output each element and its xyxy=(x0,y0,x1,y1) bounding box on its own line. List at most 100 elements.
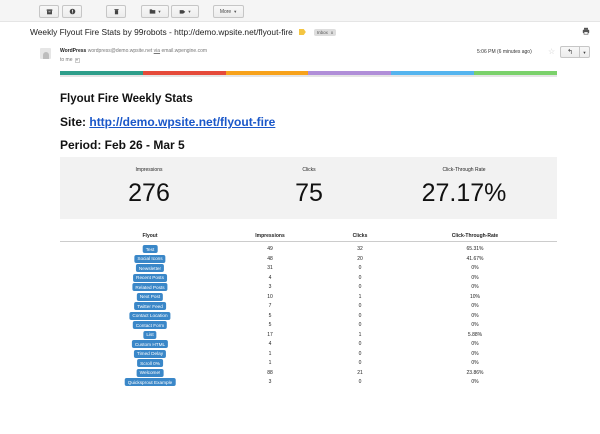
table-row: Newsletter 31 0 0% xyxy=(60,264,557,274)
flyout-badge[interactable]: Scroll 0% xyxy=(137,359,163,367)
ctr-cell: 5.88% xyxy=(467,331,483,338)
ctr-cell: 0% xyxy=(471,274,479,281)
table-row: Timed Delay 1 0 0% xyxy=(60,349,557,360)
ctr-cell: 0% xyxy=(471,360,479,366)
ctr-stat: Click-Through Rate 27.17% xyxy=(404,157,524,219)
sender-name[interactable]: WordPress xyxy=(60,48,87,54)
period-line: Period: Feb 26 - Mar 5 xyxy=(60,138,185,152)
reply-icon: ↰ xyxy=(567,49,573,56)
flyout-badge[interactable]: Related Posts xyxy=(132,283,168,291)
important-marker-icon[interactable] xyxy=(298,29,306,35)
ctr-cell: 0% xyxy=(471,322,479,328)
stats-table-body: Test 49 32 65.31% Social Icons 48 20 41.67% Ne… xyxy=(60,245,557,388)
ctr-label: Click-Through Rate xyxy=(442,167,486,173)
message-more-button[interactable]: ▼ xyxy=(580,46,590,58)
ctr-cell: 0% xyxy=(471,265,479,271)
site-line: Site: http://demo.wpsite.net/flyout-fire xyxy=(60,115,275,129)
color-segment xyxy=(142,71,226,75)
ctr-cell: 0% xyxy=(471,303,479,309)
gmail-toolbar: ▼ ▼ More ▼ xyxy=(0,0,600,22)
star-icon[interactable]: ☆ xyxy=(548,47,556,56)
ctr-cell: 23.86% xyxy=(466,369,484,376)
flyout-badge[interactable]: Custom HTML xyxy=(131,340,169,348)
color-segment xyxy=(308,71,392,75)
move-to-button[interactable]: ▼ xyxy=(141,5,169,18)
flyout-badge[interactable]: Quicksprout Example xyxy=(124,378,176,386)
table-row: Test 49 32 65.31% xyxy=(60,245,557,255)
chevron-down-icon: ▼ xyxy=(233,9,238,14)
ctr-cell: 41.67% xyxy=(466,255,484,262)
archive-button[interactable] xyxy=(39,5,59,18)
delete-button[interactable] xyxy=(106,5,126,18)
report-spam-button[interactable] xyxy=(62,5,82,18)
move-to-folder-icon xyxy=(149,9,155,14)
impressions-label: Impressions xyxy=(135,167,163,173)
subject-row: Weekly Flyout Fire Stats by 99robots - h… xyxy=(30,25,590,39)
via-link[interactable]: via xyxy=(153,48,161,54)
impressions-cell: 31 xyxy=(267,265,273,271)
stats-table-header: Flyout Impressions Clicks Click-Through-… xyxy=(60,233,557,242)
reply-button[interactable]: ↰ xyxy=(560,46,580,58)
impressions-cell: 5 xyxy=(268,312,272,319)
flyout-badge[interactable]: Contact Form xyxy=(132,321,168,329)
person-icon xyxy=(42,52,49,59)
column-header-impressions: Impressions xyxy=(255,233,285,239)
flyout-badge[interactable]: Test xyxy=(142,245,158,253)
impressions-cell: 4 xyxy=(268,341,272,347)
clicks-cell: 0 xyxy=(358,312,362,319)
message-subject: Weekly Flyout Fire Stats by 99robots - h… xyxy=(30,27,293,37)
site-link[interactable]: http://demo.wpsite.net/flyout-fire xyxy=(89,115,276,129)
clicks-label: Clicks xyxy=(302,167,316,173)
clicks-cell: 0 xyxy=(358,265,362,271)
message-date: 5:06 PM (6 minutes ago) xyxy=(477,49,532,55)
ctr-cell: 0% xyxy=(471,341,479,347)
flyout-badge[interactable]: Newsletter xyxy=(135,264,165,272)
show-details-icon[interactable]: ▼ xyxy=(74,57,80,63)
flyout-badge[interactable]: Twitter Feed xyxy=(134,302,166,310)
table-row: List 17 1 5.88% xyxy=(60,330,557,341)
flyout-badge[interactable]: Social Icons xyxy=(134,254,166,263)
clicks-stat: Clicks 75 xyxy=(264,157,354,219)
inbox-label-chip[interactable]: Inbox x xyxy=(313,28,337,36)
color-segment xyxy=(60,71,143,75)
clicks-cell: 20 xyxy=(357,255,363,262)
flyout-badge[interactable]: Recent Posts xyxy=(133,273,167,282)
print-icon[interactable] xyxy=(582,27,590,35)
sender-email: wordpress@demo.wpsite.net xyxy=(87,48,153,54)
ctr-value: 27.17% xyxy=(421,179,507,207)
ctr-cell: 0% xyxy=(471,284,479,290)
table-row: Custom HTML 4 0 0% xyxy=(60,340,557,350)
ctr-cell: 10% xyxy=(469,293,480,300)
impressions-stat: Impressions 276 xyxy=(104,157,194,219)
chevron-down-icon: ▼ xyxy=(187,9,192,14)
flyout-badge[interactable]: Contact Location xyxy=(129,311,171,320)
remove-label-icon[interactable]: x xyxy=(330,29,334,35)
impressions-cell: 48 xyxy=(267,255,273,262)
clicks-cell: 0 xyxy=(358,322,362,328)
color-segment xyxy=(474,71,557,75)
flyout-badge[interactable]: List xyxy=(143,330,157,339)
clicks-cell: 0 xyxy=(358,303,362,309)
recipient-line: to me ▼ xyxy=(60,57,80,63)
flyout-badge[interactable]: Welcome! xyxy=(136,368,164,377)
labels-button[interactable]: ▼ xyxy=(171,5,199,18)
clicks-cell: 32 xyxy=(357,246,363,252)
clicks-cell: 1 xyxy=(358,331,362,338)
flyout-badge[interactable]: Next Post xyxy=(136,292,164,301)
more-button[interactable]: More ▼ xyxy=(213,5,244,18)
table-row: Welcome! 88 21 23.86% xyxy=(60,368,557,379)
column-header-clicks: Clicks xyxy=(352,233,368,239)
impressions-cell: 7 xyxy=(268,303,272,309)
impressions-cell: 3 xyxy=(268,379,272,385)
color-segment xyxy=(225,71,309,75)
impressions-cell: 10 xyxy=(267,293,273,300)
clicks-cell: 21 xyxy=(357,369,363,376)
impressions-value: 276 xyxy=(128,179,170,207)
table-row: Related Posts 3 0 0% xyxy=(60,283,557,293)
avatar[interactable] xyxy=(40,48,51,59)
recipient-label: to me xyxy=(60,57,73,63)
sender-line: WordPress wordpress@demo.wpsite.net via … xyxy=(60,48,207,54)
impressions-cell: 49 xyxy=(267,246,273,252)
flyout-badge[interactable]: Timed Delay xyxy=(133,349,167,358)
impressions-cell: 88 xyxy=(267,369,273,376)
